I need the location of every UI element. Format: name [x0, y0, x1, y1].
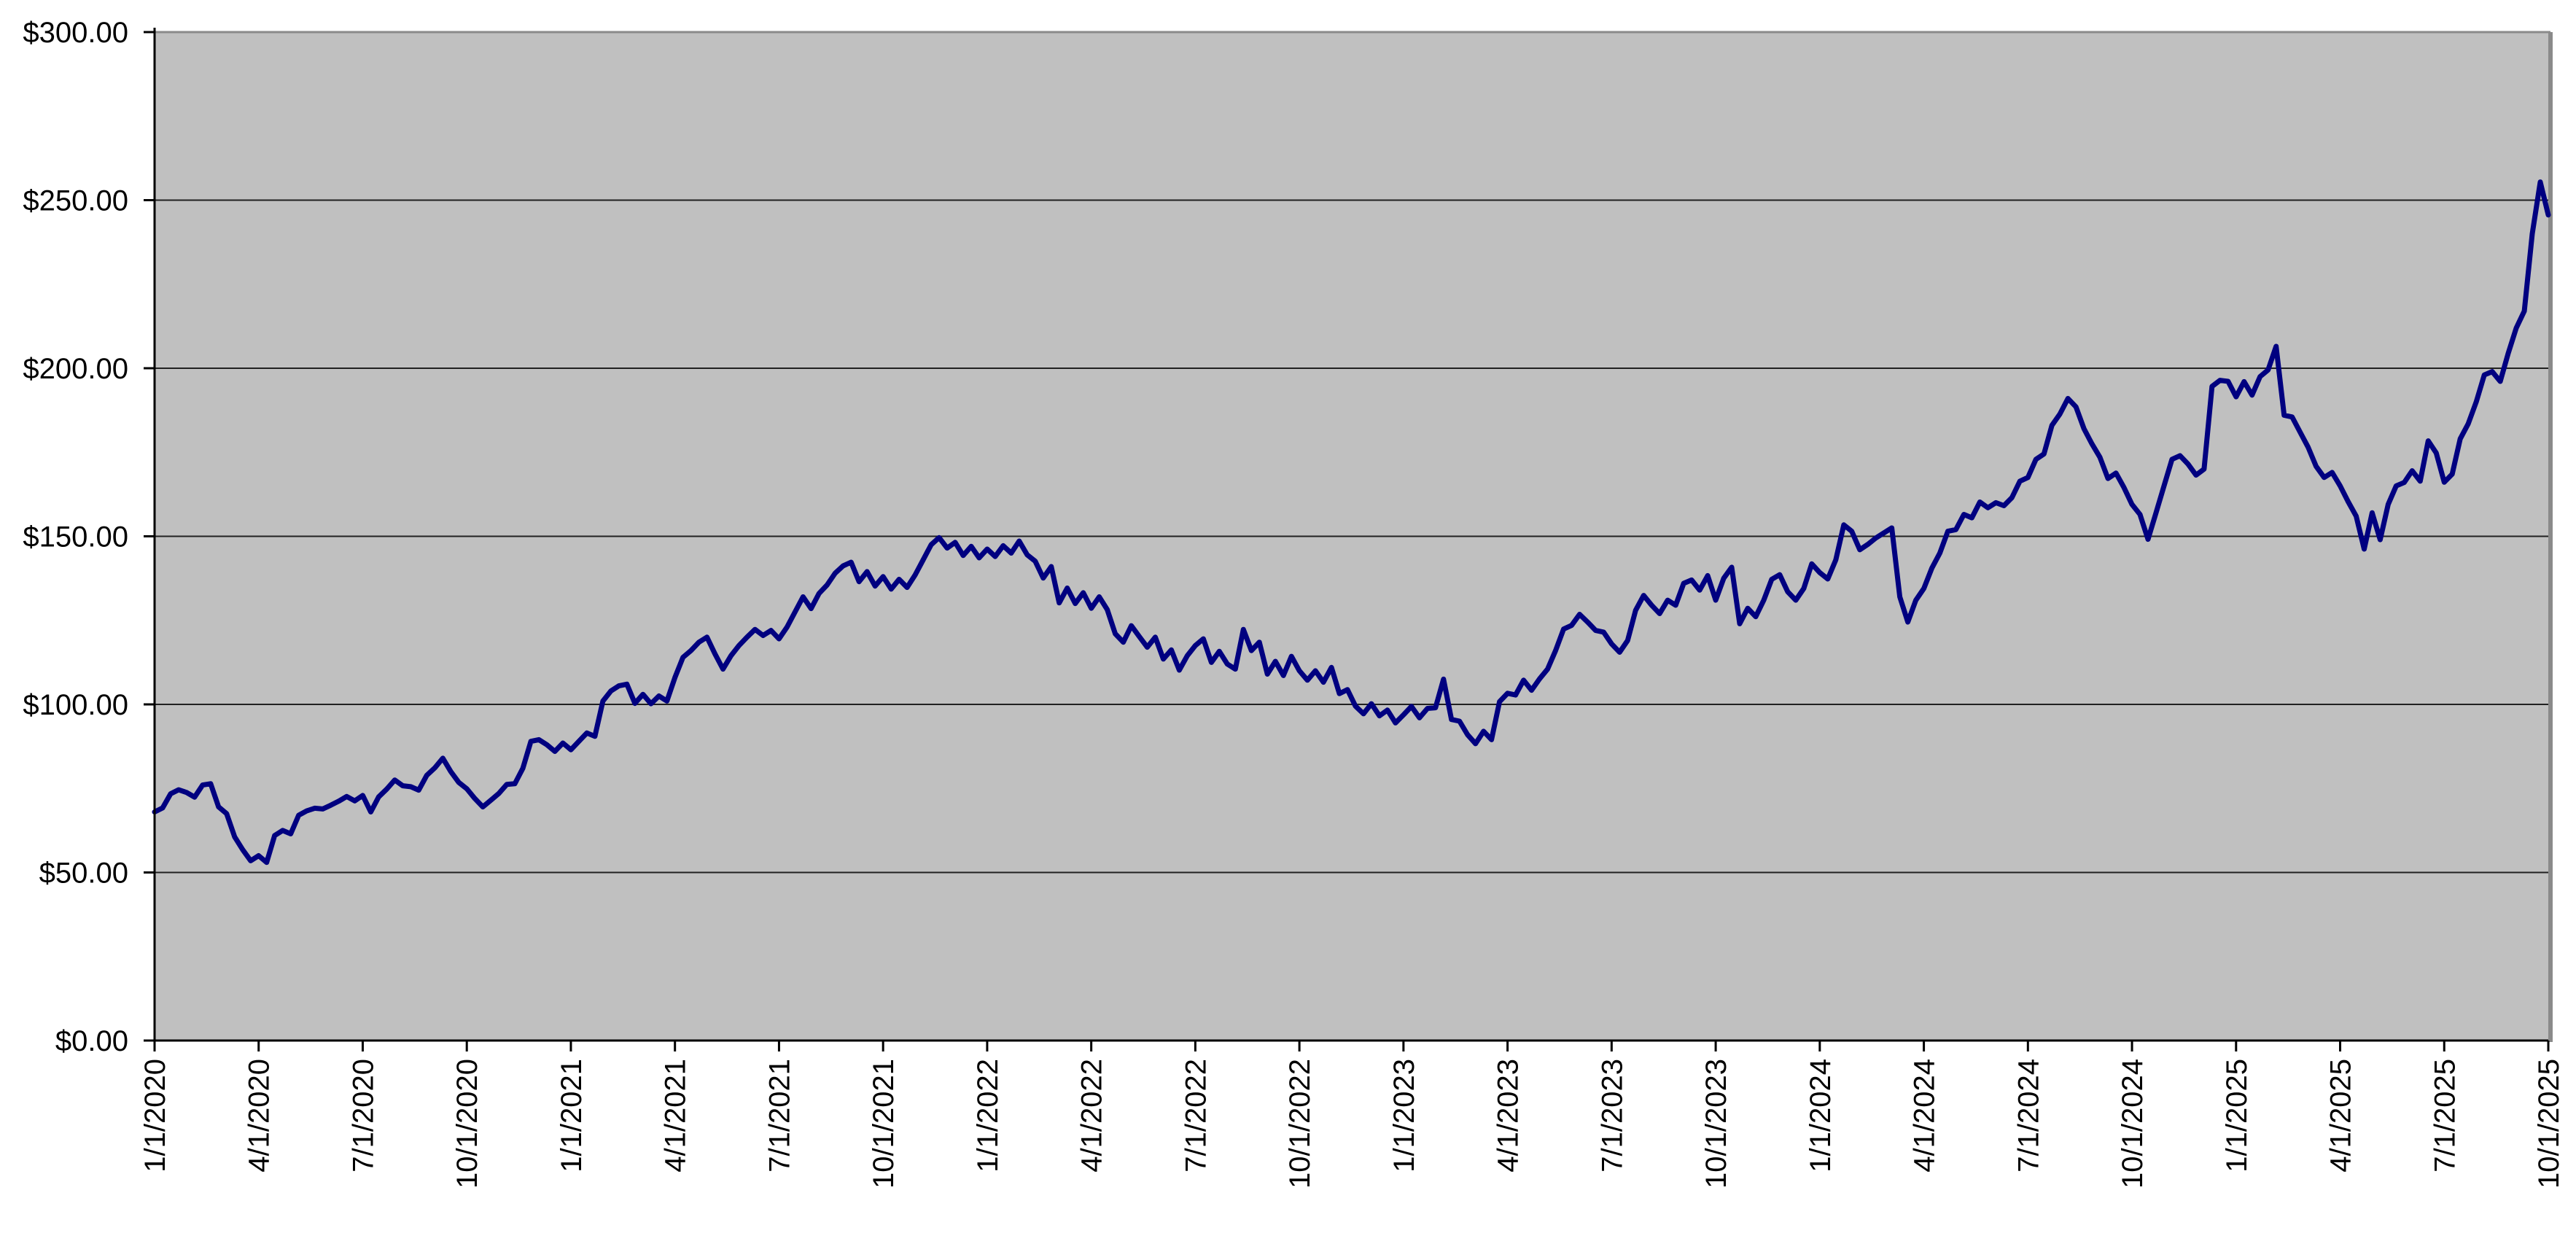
- y-axis-label: $0.00: [55, 1025, 128, 1057]
- x-axis-label: 4/1/2021: [660, 1059, 692, 1173]
- x-axis-label: 1/1/2023: [1388, 1059, 1420, 1173]
- price-series-line: [152, 179, 2551, 866]
- x-axis-label: 10/1/2023: [1700, 1059, 1732, 1189]
- y-axis-labels: $0.00 $50.00 $100.00 $150.00 $200.00 $250.00 $…: [23, 17, 128, 1057]
- y-axis-label: $50.00: [39, 858, 128, 890]
- y-axis-ticks: [144, 31, 155, 1042]
- x-axis-label: 1/1/2020: [139, 1059, 171, 1173]
- x-axis-label: 10/1/2020: [451, 1059, 483, 1189]
- y-axis-label: $200.00: [23, 353, 128, 385]
- y-axis-label: $150.00: [23, 521, 128, 553]
- x-axis-label: 1/1/2025: [2221, 1059, 2253, 1173]
- x-axis-label: 7/1/2021: [763, 1059, 795, 1173]
- x-axis-label: 7/1/2022: [1180, 1059, 1212, 1173]
- x-axis-label: 10/1/2024: [2117, 1059, 2149, 1189]
- y-axis-label: $250.00: [23, 185, 128, 217]
- x-axis-label: 1/1/2024: [1805, 1059, 1837, 1173]
- x-axis-label: 10/1/2025: [2533, 1059, 2565, 1189]
- x-axis-label: 7/1/2024: [2012, 1059, 2044, 1173]
- x-axis-label: 1/1/2021: [556, 1059, 588, 1173]
- x-axis-label: 4/1/2024: [1909, 1059, 1941, 1173]
- x-axis-label: 10/1/2021: [868, 1059, 900, 1189]
- y-axis-label: $300.00: [23, 17, 128, 49]
- x-axis-label: 7/1/2020: [347, 1059, 379, 1173]
- y-axis-label: $100.00: [23, 689, 128, 721]
- x-axis-label: 1/1/2022: [972, 1059, 1004, 1173]
- x-axis-label: 10/1/2022: [1284, 1059, 1316, 1189]
- x-axis-label: 4/1/2022: [1076, 1059, 1108, 1173]
- x-axis-label: 4/1/2020: [244, 1059, 276, 1173]
- x-axis-label: 4/1/2025: [2325, 1059, 2357, 1173]
- x-axis-label: 7/1/2023: [1596, 1059, 1628, 1173]
- plot-border: [155, 31, 2553, 1042]
- x-axis-label: 4/1/2023: [1493, 1059, 1525, 1173]
- x-axis-label: 7/1/2025: [2429, 1059, 2461, 1173]
- x-axis-ticks: [153, 1041, 2550, 1051]
- x-axis-labels: 1/1/2020 4/1/2020 7/1/2020 10/1/2020 1/1/202…: [139, 1059, 2565, 1189]
